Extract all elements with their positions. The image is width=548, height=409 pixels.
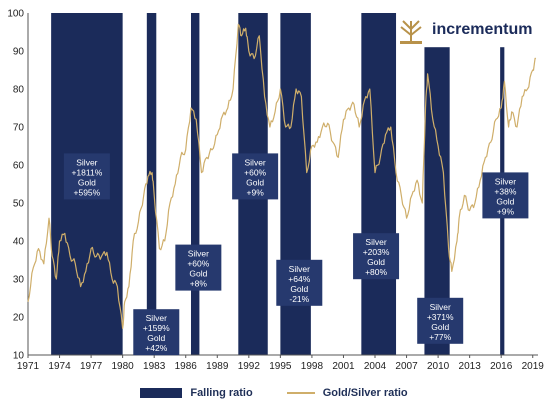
label-box-text: +80%: [365, 267, 387, 277]
chart-legend: Falling ratio Gold/Silver ratio: [0, 378, 548, 408]
x-tick-label: 2019: [522, 361, 545, 372]
gold-silver-ratio-line: [27, 23, 537, 329]
x-tick-label: 2016: [490, 361, 513, 372]
legend-swatch-band: [140, 388, 183, 398]
label-box-text: +9%: [247, 187, 265, 197]
legend-label-falling-ratio: Falling ratio: [190, 387, 253, 399]
label-box-3: Silver+60%Gold+8%: [175, 244, 222, 291]
label-box-text: Gold: [189, 269, 207, 279]
label-box-text: +203%: [363, 247, 390, 257]
x-tick-label: 2001: [332, 361, 355, 372]
label-box-bg: [133, 309, 180, 356]
label-box-8: Silver+38%Gold+9%: [482, 172, 529, 219]
label-box-text: Silver: [495, 176, 516, 186]
label-box-2: Silver+159%Gold+42%: [133, 309, 180, 356]
x-tick-label: 1980: [112, 361, 135, 372]
x-tick-label: 1977: [80, 361, 103, 372]
x-tick-label: 1995: [269, 361, 292, 372]
x-tick-label: 1971: [17, 361, 40, 372]
gold-silver-ratio-chart: 10 20 30 40 50 60 70 80 90 100 1971 1974 1977 1980 198…: [7, 9, 544, 373]
label-box-text: Gold: [290, 284, 308, 294]
label-box-bg: [353, 233, 400, 280]
label-box-text: +159%: [143, 323, 170, 333]
label-box-bg: [417, 297, 464, 344]
label-box-text: +77%: [429, 332, 451, 342]
label-box-text: Silver: [245, 157, 266, 167]
y-tick-label: 50: [13, 199, 25, 210]
label-box-7: Silver+371%Gold+77%: [417, 297, 464, 344]
x-tick-label: 1983: [143, 361, 166, 372]
label-box-text: +8%: [190, 279, 208, 289]
label-box-text: Gold: [147, 333, 165, 343]
y-tick-label: 70: [13, 123, 25, 134]
x-tick-label: 2007: [395, 361, 418, 372]
performance-label-boxes: Silver+1811%Gold+595%Silver+159%Gold+42%…: [63, 153, 529, 356]
label-box-text: +64%: [288, 274, 310, 284]
label-box-5: Silver+64%Gold-21%: [276, 259, 323, 306]
label-box-text: Gold: [78, 177, 96, 187]
label-box-6: Silver+203%Gold+80%: [353, 233, 400, 280]
falling-ratio-band-6: [361, 13, 397, 355]
incrementum-logo-icon: [398, 15, 424, 45]
label-box-text: +60%: [187, 259, 209, 269]
label-box-text: Silver: [76, 157, 97, 167]
label-box-bg: [175, 244, 222, 291]
legend-item-gold-silver-ratio: Gold/Silver ratio: [286, 387, 408, 399]
y-tick-label: 10: [13, 351, 25, 362]
x-tick-label: 2010: [427, 361, 450, 372]
chart-axes: 10 20 30 40 50 60 70 80 90 100 1971 1974 1977 1980 198…: [7, 9, 544, 373]
legend-label-gold-silver-ratio: Gold/Silver ratio: [322, 387, 408, 399]
x-tick-label: 1986: [175, 361, 198, 372]
falling-ratio-band-3: [190, 13, 200, 355]
x-tick-label: 1974: [48, 361, 71, 372]
label-box-text: Gold: [246, 177, 264, 187]
label-box-text: Gold: [431, 322, 449, 332]
label-box-text: Silver: [365, 237, 386, 247]
label-box-4: Silver+60%Gold+9%: [232, 153, 279, 200]
falling-ratio-band-2: [146, 13, 157, 355]
label-box-text: Gold: [496, 196, 514, 206]
label-box-bg: [63, 153, 110, 200]
label-box-text: +1811%: [71, 167, 102, 177]
label-box-text: +595%: [74, 187, 101, 197]
legend-swatch-line: [286, 392, 315, 394]
label-box-text: +60%: [244, 167, 266, 177]
label-box-text: Silver: [146, 313, 167, 323]
y-tick-label: 100: [7, 9, 24, 20]
label-box-text: +9%: [497, 206, 515, 216]
x-tick-label: 1998: [301, 361, 324, 372]
y-tick-label: 80: [13, 85, 25, 96]
label-box-text: +371%: [427, 312, 454, 322]
label-box-text: Gold: [367, 257, 385, 267]
x-tick-label: 2004: [364, 361, 387, 372]
label-box-text: Silver: [289, 264, 310, 274]
y-tick-label: 20: [13, 313, 25, 324]
y-tick-label: 90: [13, 47, 25, 58]
label-box-text: Silver: [430, 302, 451, 312]
y-tick-label: 40: [13, 237, 25, 248]
y-tick-label: 60: [13, 161, 25, 172]
label-box-1: Silver+1811%Gold+595%: [63, 153, 110, 200]
label-box-bg: [276, 259, 323, 306]
label-box-bg: [482, 172, 529, 219]
y-tick-label: 30: [13, 275, 25, 286]
label-box-text: Silver: [188, 249, 209, 259]
x-tick-label: 1989: [206, 361, 229, 372]
brand-name: incrementum: [432, 21, 533, 38]
x-tick-label: 2013: [459, 361, 482, 372]
label-box-bg: [232, 153, 279, 200]
label-box-text: +38%: [494, 186, 516, 196]
x-tick-label: 1992: [238, 361, 261, 372]
brand-logo: incrementum: [398, 12, 532, 48]
label-box-text: -21%: [289, 294, 309, 304]
legend-item-falling-ratio: Falling ratio: [140, 387, 253, 399]
label-box-text: +42%: [145, 343, 167, 353]
